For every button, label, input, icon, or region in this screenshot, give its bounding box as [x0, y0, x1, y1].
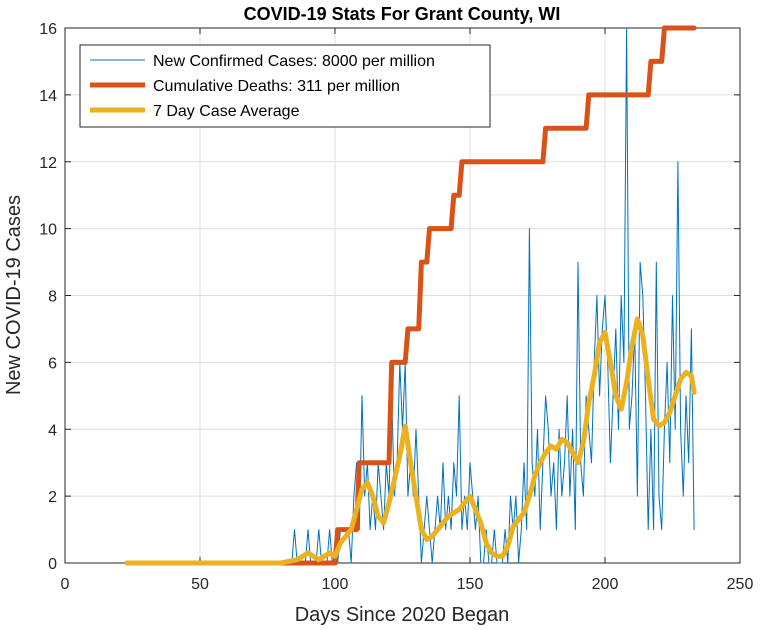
- y-tick-label: 6: [48, 355, 57, 372]
- y-tick-label: 2: [48, 489, 57, 506]
- x-tick-label: 100: [322, 576, 349, 593]
- y-axis-label: New COVID-19 Cases: [3, 195, 25, 395]
- y-tick-label: 8: [48, 289, 57, 306]
- chart-title: COVID-19 Stats For Grant County, WI: [244, 4, 561, 24]
- x-tick-label: 0: [61, 576, 70, 593]
- cumulative-deaths-line: [124, 25, 697, 566]
- seven-day-average-line: [124, 316, 697, 566]
- x-tick-label: 250: [727, 576, 754, 593]
- y-tick-label: 0: [48, 556, 57, 573]
- legend-new-cases: New Confirmed Cases: 8000 per million: [153, 53, 435, 70]
- y-tick-label: 4: [48, 422, 57, 439]
- legend-box: [79, 44, 491, 128]
- y-tick-label: 16: [39, 21, 57, 38]
- series-layer: [124, 25, 697, 566]
- y-tick-label: 14: [39, 88, 57, 105]
- y-axis: 0 2 4 6 8 10 12 14 16: [39, 21, 740, 573]
- x-tick-label: 150: [457, 576, 484, 593]
- x-tick-label: 200: [592, 576, 619, 593]
- legend-seven-day-average: 7 Day Case Average: [153, 103, 300, 120]
- y-tick-label: 12: [39, 155, 57, 172]
- legend: New Confirmed Cases: 8000 per million Cum…: [79, 44, 491, 128]
- x-axis-label: Days Since 2020 Began: [295, 604, 510, 626]
- legend-cumulative-deaths: Cumulative Deaths: 311 per million: [153, 78, 400, 95]
- x-axis: 0 50 100 150 200 250: [61, 28, 754, 593]
- x-tick-label: 50: [191, 576, 209, 593]
- y-tick-label: 10: [39, 222, 57, 239]
